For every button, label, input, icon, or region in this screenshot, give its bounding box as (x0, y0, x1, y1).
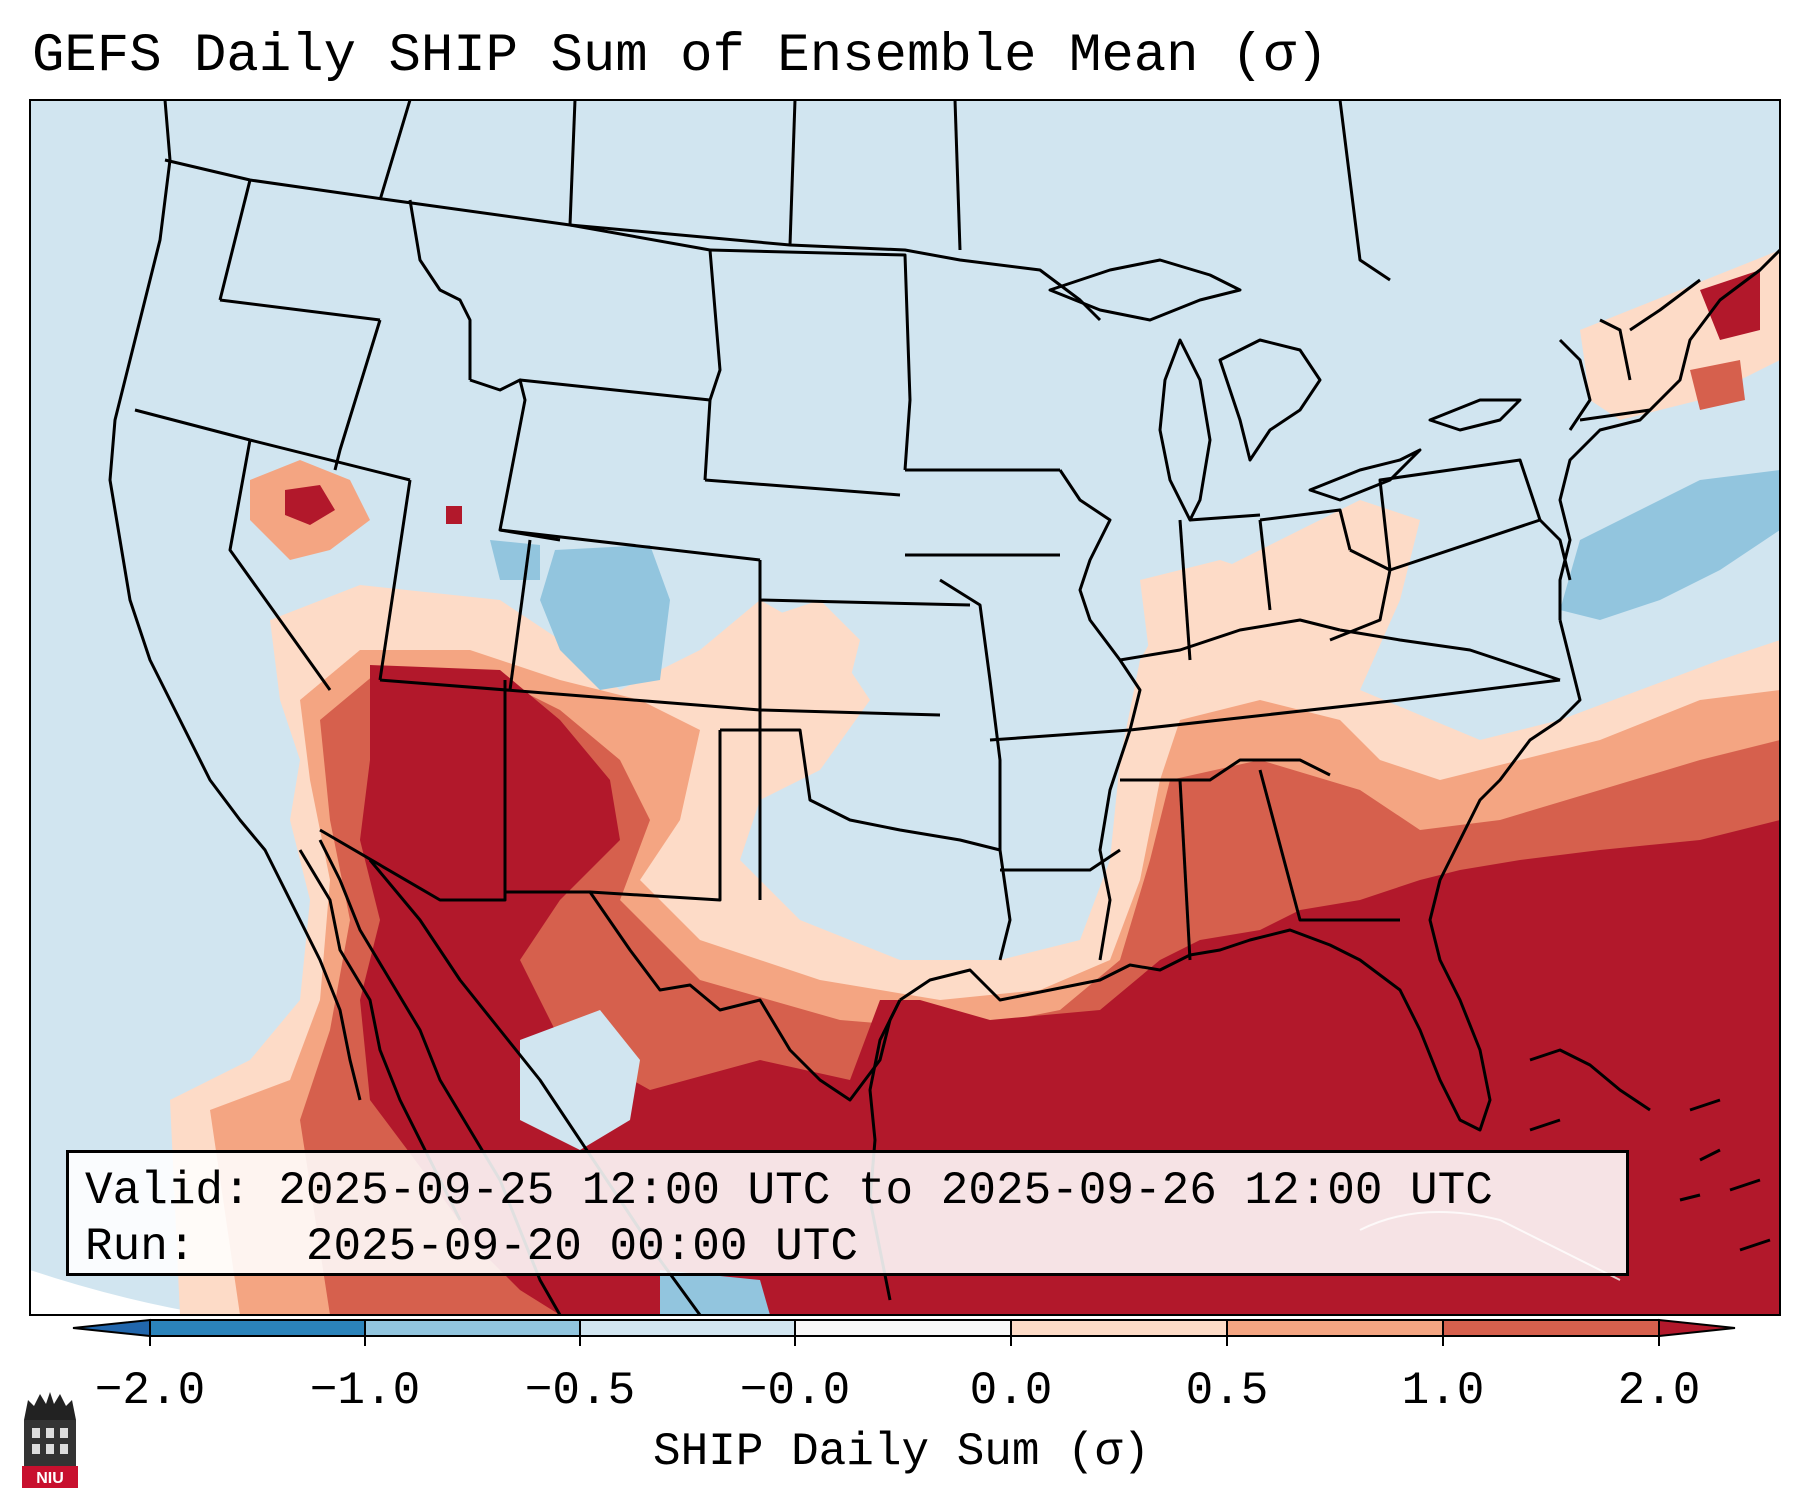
anomaly-light-blue-patch (520, 1010, 640, 1150)
colorbar (72, 1318, 1736, 1346)
logo-text: NIU (36, 1470, 64, 1487)
anomaly-rockies-blue (540, 545, 670, 690)
map-title: GEFS Daily SHIP Sum of Ensemble Mean (σ) (32, 26, 1329, 87)
anomaly-plains-pink (760, 600, 860, 690)
colorbar-segment (364, 1319, 581, 1337)
colorbar-tick-label: −2.0 (94, 1365, 206, 1417)
valid-line: Valid: 2025-09-25 12:00 UTC to 2025-09-2… (85, 1163, 1626, 1219)
colorbar-extend-low (72, 1318, 151, 1338)
colorbar-label: SHIP Daily Sum (σ) (653, 1426, 1150, 1478)
colorbar-segment (579, 1319, 796, 1337)
colorbar-tick-label: 2.0 (1617, 1365, 1701, 1417)
map-frame (29, 99, 1781, 1316)
anomaly-great-basin-core (285, 485, 335, 525)
colorbar-segment (1226, 1319, 1444, 1337)
colorbar-tick-label: 0.0 (969, 1365, 1053, 1417)
anomaly-northeast-core (1700, 270, 1760, 340)
valid-run-infobox: Valid: 2025-09-25 12:00 UTC to 2025-09-2… (66, 1150, 1629, 1276)
valid-value: 2025-09-25 12:00 UTC to 2025-09-26 12:00… (278, 1165, 1493, 1217)
colorbar-tick-label: 0.5 (1185, 1365, 1269, 1417)
anomaly-mid-blue-patch (660, 1270, 770, 1315)
anomaly-atlantic-blue (1560, 470, 1780, 620)
colorbar-tick-label: 1.0 (1401, 1365, 1485, 1417)
colorbar-segment (794, 1319, 1012, 1337)
colorbar-segment (149, 1319, 366, 1337)
niu-logo: NIU (22, 1392, 78, 1488)
colorbar-tick-label: −0.0 (739, 1365, 851, 1417)
domain-edge (30, 1270, 210, 1315)
colorbar-tick-label: −0.5 (524, 1365, 636, 1417)
colorbar-tick-label: −1.0 (309, 1365, 421, 1417)
colorbar-segment (1010, 1319, 1228, 1337)
anomaly-utah-cell (446, 506, 462, 524)
run-label: Run: (85, 1221, 196, 1273)
run-value: 2025-09-20 00:00 UTC (305, 1221, 858, 1273)
colorbar-extend-high (1658, 1318, 1736, 1338)
run-line: Run: 2025-09-20 00:00 UTC (85, 1219, 1626, 1275)
colorbar-segment (1442, 1319, 1660, 1337)
anomaly-northeast-salmon (1690, 360, 1745, 410)
valid-label: Valid: (85, 1165, 251, 1217)
